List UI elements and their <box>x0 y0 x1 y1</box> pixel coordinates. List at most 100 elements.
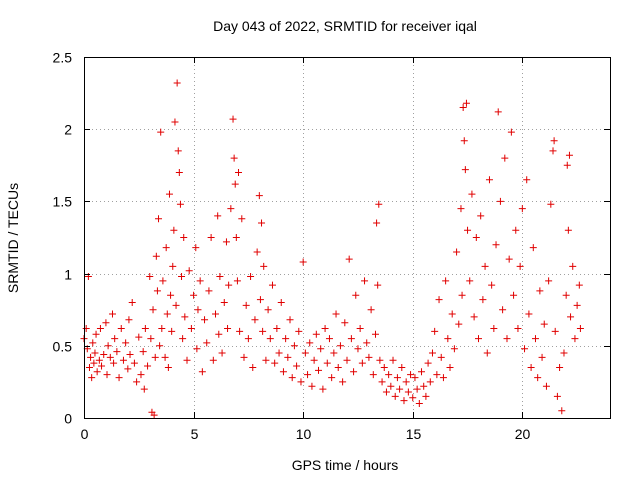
data-point <box>135 333 143 341</box>
data-point <box>481 262 489 270</box>
data-point <box>347 335 355 343</box>
data-point <box>378 378 386 386</box>
data-point <box>330 349 338 357</box>
data-point <box>150 411 158 419</box>
data-point <box>521 345 529 353</box>
data-point <box>391 392 399 400</box>
data-point <box>167 291 175 299</box>
data-point <box>122 339 130 347</box>
data-point <box>170 226 178 234</box>
data-point <box>334 363 342 371</box>
data-point <box>293 362 301 370</box>
data-point <box>130 359 138 367</box>
data-point <box>553 392 561 400</box>
data-point <box>115 374 123 382</box>
data-point <box>231 180 239 188</box>
data-point <box>236 327 244 335</box>
data-point <box>266 335 274 343</box>
data-point <box>88 374 96 382</box>
data-point <box>418 368 426 376</box>
data-point <box>310 356 318 364</box>
data-point <box>215 330 223 338</box>
y-tick-label: 2.5 <box>53 50 73 66</box>
y-tick-label: 1.5 <box>53 194 73 210</box>
data-point <box>282 335 290 343</box>
data-point <box>527 363 535 371</box>
data-point <box>422 392 430 400</box>
data-point <box>106 353 114 361</box>
data-point <box>190 291 198 299</box>
data-point <box>461 166 469 174</box>
data-point <box>157 128 165 136</box>
data-point <box>111 335 119 343</box>
data-point <box>124 365 132 373</box>
data-point <box>525 310 533 318</box>
data-point <box>151 353 159 361</box>
data-point <box>171 118 179 126</box>
data-point <box>458 291 466 299</box>
data-point <box>110 359 118 367</box>
data-point <box>542 382 550 390</box>
data-point <box>169 262 177 270</box>
data-point <box>453 248 461 256</box>
data-point <box>230 154 238 162</box>
data-point <box>244 335 252 343</box>
data-point <box>137 371 145 379</box>
data-point <box>426 378 434 386</box>
data-point <box>253 248 261 256</box>
data-point <box>89 339 97 347</box>
data-point <box>538 353 546 361</box>
data-point <box>402 378 410 386</box>
data-point <box>501 154 509 162</box>
data-point <box>152 252 160 260</box>
data-point <box>325 335 333 343</box>
data-point <box>393 374 401 382</box>
data-point <box>87 353 95 361</box>
data-point <box>407 371 415 379</box>
data-point <box>321 324 329 332</box>
data-point <box>162 244 170 252</box>
data-point <box>485 176 493 184</box>
data-point <box>95 356 103 364</box>
data-point <box>341 319 349 327</box>
data-point <box>413 385 421 393</box>
data-point <box>439 374 447 382</box>
data-point <box>507 128 515 136</box>
data-point <box>323 359 331 367</box>
data-point <box>576 324 584 332</box>
data-point <box>235 169 243 177</box>
data-point <box>428 349 436 357</box>
data-point <box>492 241 500 249</box>
data-point <box>470 313 478 321</box>
data-point <box>216 272 224 280</box>
data-point <box>375 200 383 208</box>
data-point <box>536 287 544 295</box>
y-axis-label: SRMTID / TECUs <box>5 183 21 293</box>
data-point <box>477 212 485 220</box>
data-point <box>172 301 180 309</box>
data-point <box>531 335 539 343</box>
data-point <box>232 234 240 241</box>
data-point <box>315 366 323 374</box>
data-point <box>147 335 155 343</box>
data-point <box>168 327 176 335</box>
data-point <box>220 298 228 306</box>
data-point <box>260 262 268 270</box>
data-point <box>409 394 417 402</box>
data-point <box>516 262 524 270</box>
data-point <box>203 339 211 347</box>
data-point <box>180 234 188 241</box>
data-point <box>562 291 570 299</box>
data-point <box>345 255 353 263</box>
data-point <box>358 359 366 367</box>
data-point <box>488 281 496 289</box>
x-tick-label: 20 <box>515 426 531 442</box>
data-point <box>376 356 384 364</box>
data-point <box>437 353 445 361</box>
data-point <box>229 115 237 123</box>
data-point <box>573 301 581 309</box>
data-point <box>242 301 250 309</box>
data-point <box>306 339 314 347</box>
data-point <box>424 359 432 367</box>
